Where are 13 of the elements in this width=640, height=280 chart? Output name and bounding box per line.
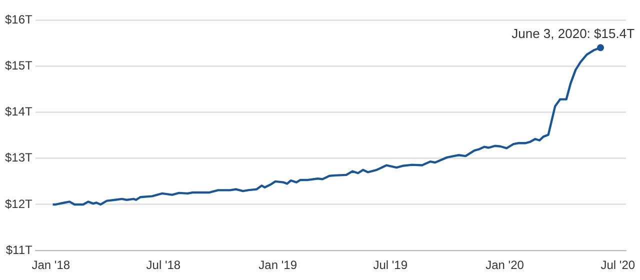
y-tick-label: $13T [4,150,34,165]
x-tick-label: Jul '20 [600,258,636,272]
x-tick-label: Jul '18 [146,258,181,272]
y-tick-label: $11T [6,242,34,257]
y-tick-label: $16T [4,12,34,26]
y-tick-label: $15T [4,58,34,72]
x-tick-label: Jul '19 [373,258,408,272]
annotation: June 3, 2020: $15.4T [512,26,635,41]
y-tick-label: $14T [4,104,34,119]
x-tick-label: Jan '19 [258,258,298,272]
x-tick-label: Jan '20 [486,258,524,272]
x-tick-label: Jan '18 [32,258,70,272]
y-tick-label: $12T [4,196,34,211]
